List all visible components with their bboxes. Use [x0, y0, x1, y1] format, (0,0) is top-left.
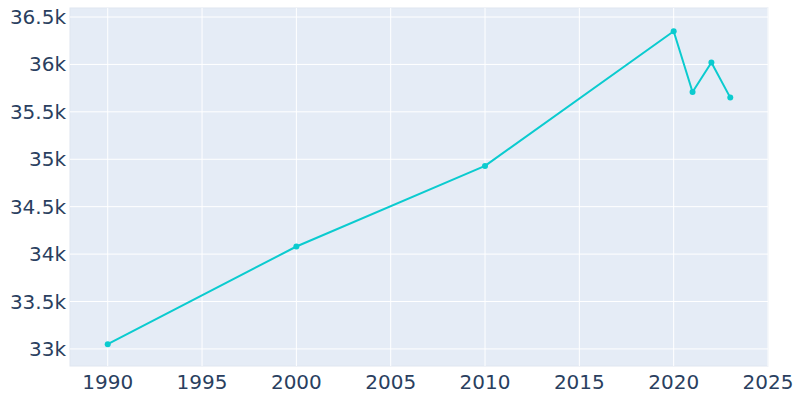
x-tick-label: 2005: [365, 370, 416, 394]
x-grid-line: [579, 8, 580, 366]
plot-area: [70, 8, 768, 366]
y-grid-line: [70, 17, 768, 18]
y-grid-line: [70, 254, 768, 255]
y-tick-label: 33.5k: [10, 290, 67, 314]
point: [671, 28, 677, 34]
x-tick-label: 2000: [271, 370, 322, 394]
chart: 33k 33.5k 34k 34.5k 35k 35.5k 36k 36.5k 1990 1995…: [0, 0, 800, 400]
grid: [70, 8, 768, 366]
point: [105, 341, 111, 347]
x-tick-label: 2015: [554, 370, 605, 394]
point: [727, 95, 733, 101]
point: [482, 163, 488, 169]
y-grid-line: [70, 111, 768, 112]
y-grid-line: [70, 348, 768, 349]
x-tick-label: 2025: [743, 370, 794, 394]
x-tick-label: 2010: [460, 370, 511, 394]
series: [105, 28, 734, 347]
point: [690, 89, 696, 95]
line: [108, 31, 731, 344]
point: [293, 244, 299, 250]
y-tick-label: 34k: [29, 242, 66, 266]
y-tick-label: 36k: [29, 52, 66, 76]
y-grid-line: [70, 64, 768, 65]
y-tick-label: 34.5k: [10, 195, 67, 219]
x-tick-label: 1990: [82, 370, 133, 394]
y-tick-label: 36.5k: [10, 5, 67, 29]
point: [708, 60, 714, 66]
y-tick-label: 33k: [29, 337, 66, 361]
y-grid-line: [70, 301, 768, 302]
y-tick-label: 35.5k: [10, 100, 67, 124]
y-tick-label: 35k: [29, 147, 66, 171]
x-grid-line: [390, 8, 391, 366]
x-grid-line: [202, 8, 203, 366]
x-grid-line: [296, 8, 297, 366]
x-tick-label: 1995: [177, 370, 228, 394]
y-grid-line: [70, 206, 768, 207]
y-grid-line: [70, 159, 768, 160]
x-grid-line: [485, 8, 486, 366]
tick-labels: 33k 33.5k 34k 34.5k 35k 35.5k 36k 36.5k 1990 1995…: [10, 5, 794, 394]
x-grid-line: [673, 8, 674, 366]
x-grid-line: [107, 8, 108, 366]
x-tick-label: 2020: [648, 370, 699, 394]
x-grid-line: [768, 8, 769, 366]
